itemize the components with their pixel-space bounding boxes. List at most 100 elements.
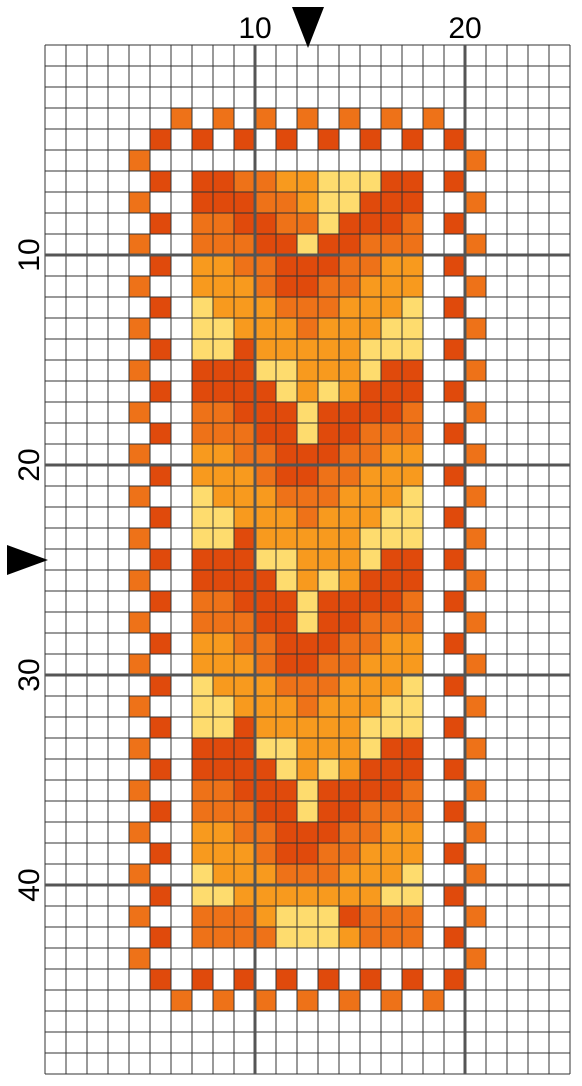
stitch-cell — [402, 192, 423, 213]
stitch-cell — [381, 780, 402, 801]
stitch-cell — [360, 528, 381, 549]
stitch-cell — [318, 318, 339, 339]
stitch-cell — [255, 990, 276, 1011]
stitch-cell — [360, 885, 381, 906]
stitch-cell — [234, 360, 255, 381]
stitch-cell — [213, 339, 234, 360]
stitch-cell — [465, 318, 486, 339]
stitch-cell — [339, 255, 360, 276]
stitch-cell — [318, 549, 339, 570]
stitch-cell — [360, 633, 381, 654]
stitch-cell — [276, 255, 297, 276]
stitch-cell — [465, 402, 486, 423]
stitch-cell — [444, 129, 465, 150]
stitch-cell — [339, 234, 360, 255]
stitch-cell — [318, 171, 339, 192]
stitch-cell — [213, 675, 234, 696]
stitch-cell — [339, 570, 360, 591]
stitch-cell — [402, 360, 423, 381]
stitch-cell — [381, 675, 402, 696]
stitch-cell — [339, 906, 360, 927]
stitch-cell — [192, 801, 213, 822]
stitch-cell — [318, 759, 339, 780]
stitch-cell — [192, 864, 213, 885]
stitch-cell — [360, 780, 381, 801]
stitch-cell — [255, 507, 276, 528]
stitch-cell — [444, 549, 465, 570]
stitch-cell — [360, 297, 381, 318]
stitch-cell — [444, 675, 465, 696]
stitch-cell — [318, 381, 339, 402]
stitch-cell — [339, 444, 360, 465]
stitch-cell — [213, 780, 234, 801]
stitch-cell — [276, 570, 297, 591]
stitch-cell — [381, 717, 402, 738]
stitch-cell — [339, 927, 360, 948]
stitch-cell — [234, 528, 255, 549]
stitch-cell — [234, 801, 255, 822]
stitch-cell — [339, 276, 360, 297]
stitch-cell — [465, 276, 486, 297]
stitch-cell — [318, 402, 339, 423]
stitch-cell — [276, 801, 297, 822]
stitch-cell — [360, 822, 381, 843]
stitch-cell — [234, 318, 255, 339]
stitch-cell — [381, 528, 402, 549]
stitch-cell — [381, 339, 402, 360]
row-label-40: 40 — [13, 868, 46, 901]
stitch-cell — [129, 234, 150, 255]
stitch-cell — [150, 465, 171, 486]
stitch-cell — [318, 528, 339, 549]
stitch-cell — [213, 234, 234, 255]
stitch-cell — [150, 129, 171, 150]
stitch-cell — [381, 297, 402, 318]
stitch-cell — [297, 528, 318, 549]
stitch-cell — [381, 486, 402, 507]
stitch-cell — [255, 339, 276, 360]
stitch-cell — [402, 675, 423, 696]
stitch-cell — [129, 906, 150, 927]
stitch-cell — [465, 654, 486, 675]
stitch-cell — [276, 759, 297, 780]
stitch-cell — [444, 255, 465, 276]
stitch-cell — [297, 192, 318, 213]
stitch-cell — [255, 801, 276, 822]
stitch-cell — [297, 360, 318, 381]
stitch-cell — [192, 906, 213, 927]
stitch-cell — [213, 759, 234, 780]
stitch-cell — [234, 654, 255, 675]
stitch-cell — [192, 192, 213, 213]
stitch-cell — [276, 360, 297, 381]
stitch-cell — [360, 927, 381, 948]
stitch-cell — [360, 507, 381, 528]
stitch-cell — [360, 969, 381, 990]
stitch-cell — [276, 528, 297, 549]
stitch-cell — [318, 696, 339, 717]
major-grid-lines — [45, 45, 570, 1074]
stitch-cell — [129, 822, 150, 843]
stitch-cell — [381, 738, 402, 759]
stitch-cell — [402, 822, 423, 843]
stitch-cell — [297, 297, 318, 318]
stitch-cell — [444, 591, 465, 612]
stitch-cell — [276, 633, 297, 654]
stitch-cell — [276, 171, 297, 192]
stitch-cell — [318, 927, 339, 948]
stitch-cell — [339, 507, 360, 528]
stitch-cell — [213, 465, 234, 486]
stitch-cell — [192, 444, 213, 465]
stitch-cell — [360, 738, 381, 759]
stitch-cell — [339, 843, 360, 864]
stitch-cell — [402, 444, 423, 465]
stitch-cell — [360, 654, 381, 675]
stitch-cells — [129, 108, 486, 1011]
stitch-cell — [339, 171, 360, 192]
stitch-cell — [360, 171, 381, 192]
stitch-cell — [276, 276, 297, 297]
stitch-cell — [234, 591, 255, 612]
stitch-cell — [255, 423, 276, 444]
stitch-cell — [402, 549, 423, 570]
stitch-cell — [213, 717, 234, 738]
stitch-cell — [234, 423, 255, 444]
stitch-cell — [129, 528, 150, 549]
